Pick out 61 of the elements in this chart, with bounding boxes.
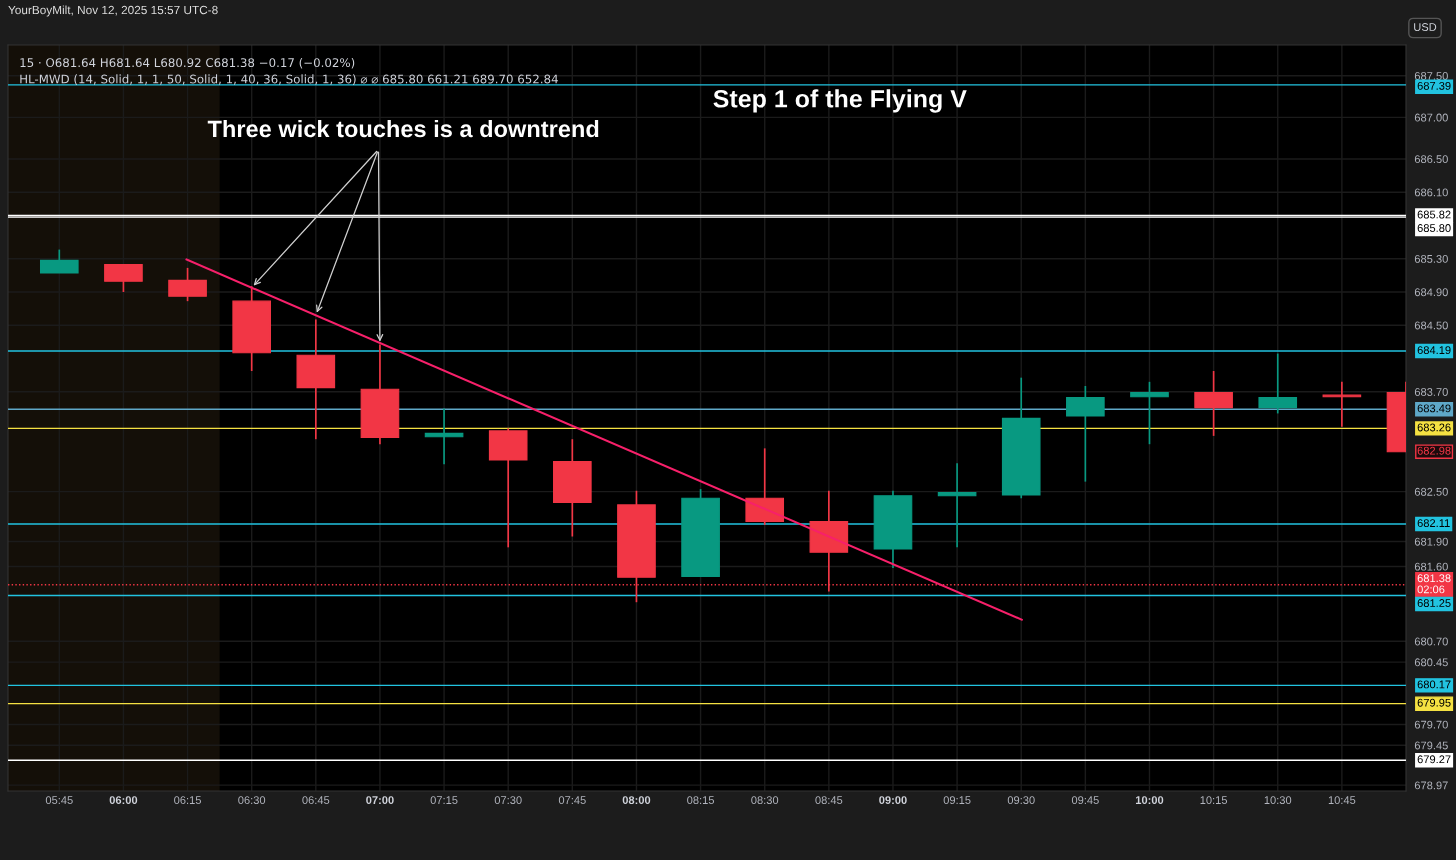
y-tick-label: 687.50 [1414, 72, 1448, 80]
x-tick-label: 07:45 [558, 796, 586, 805]
x-tick-label: 10:30 [1264, 796, 1292, 805]
ref-line-label: 680.17 [1417, 680, 1451, 689]
text: YourBoyMilt, Nov 12, 2025 15:57 UTC-8 [8, 5, 218, 17]
candlestick [1258, 352, 1298, 415]
annotation: 15 · O681.64 H681.64 L680.92 C681.38 −0.17 (−0.02%) [20, 57, 355, 69]
y-tick-label: 687.00 [1414, 113, 1448, 122]
x-tick-label: 09:00 [879, 796, 907, 805]
y-tick-label: 686.10 [1414, 188, 1448, 197]
x-tick-label: 08:30 [751, 796, 779, 805]
ref-line-label: 679.27 [1417, 755, 1451, 764]
y-tick-label: 681.90 [1414, 537, 1448, 546]
candlestick [1322, 380, 1362, 428]
ref-line-label: 683.49 [1417, 404, 1451, 413]
candlestick [937, 462, 977, 549]
y-tick-label: 683.70 [1414, 388, 1448, 396]
ref-line-label: 683.26 [1417, 423, 1451, 432]
ref-line-label: 681.38 [1417, 574, 1451, 583]
ref-line-label: 679.95 [1417, 698, 1451, 707]
y-tick-label: 686.50 [1414, 155, 1448, 164]
ref-line-label: 685.82 [1417, 210, 1451, 219]
y-tick-label: 684.50 [1414, 321, 1448, 330]
x-tick-label: 08:15 [687, 796, 715, 805]
x-tick-label: 09:15 [943, 796, 971, 805]
text: Step 1 of the Flying V [713, 89, 967, 113]
candlestick [1130, 380, 1169, 446]
y-tick-label: 679.70 [1414, 720, 1448, 729]
x-tick-label: 07:30 [494, 796, 522, 805]
y-tick-label: 680.70 [1414, 637, 1448, 646]
legend-label: 685.80 [1417, 224, 1451, 232]
text: 02:06 [1417, 585, 1445, 594]
x-tick-label: 09:30 [1007, 796, 1035, 805]
ref-line-label: 684.19 [1417, 346, 1451, 355]
x-tick-label: 07:15 [430, 796, 458, 805]
ref-line-label: 687.39 [1417, 81, 1451, 90]
x-tick-label: 10:00 [1135, 796, 1164, 805]
x-tick-label: 06:00 [109, 796, 138, 805]
x-tick-label: 10:45 [1328, 796, 1356, 805]
y-tick-label: 684.90 [1414, 288, 1448, 297]
y-tick-label: 680.45 [1414, 658, 1448, 667]
y-tick-label: 685.30 [1414, 255, 1448, 263]
x-tick-label: 07:00 [366, 796, 394, 805]
text: USD [1414, 23, 1437, 31]
text: 682.98 [1417, 446, 1451, 455]
x-tick-label: 08:45 [815, 796, 843, 805]
x-tick-label: 06:15 [174, 796, 201, 805]
annotation: Three wick touches is a downtrend [207, 119, 599, 138]
x-tick-label: 09:45 [1071, 796, 1099, 805]
x-tick-label: 10:15 [1200, 796, 1228, 805]
x-tick-label: 06:30 [238, 796, 266, 805]
y-tick-label: 678.97 [1414, 781, 1448, 790]
y-tick-label: 682.50 [1414, 487, 1448, 496]
y-tick-label: 681.60 [1414, 562, 1448, 571]
ref-line-label: 681.25 [1417, 599, 1451, 607]
x-tick-label: 08:00 [622, 796, 651, 805]
ref-line-label: 682.11 [1417, 519, 1450, 528]
x-tick-label: 05:45 [45, 796, 73, 805]
y-tick-label: 679.45 [1414, 741, 1448, 750]
x-tick-label: 06:45 [302, 796, 330, 805]
annotation: HL-MWD (14, Solid, 1, 1, 50, Solid, 1, 40, 36, Solid, 1, 36) ⌀ ⌀ 685.80 661.21 689.70 652.84 [20, 74, 558, 85]
